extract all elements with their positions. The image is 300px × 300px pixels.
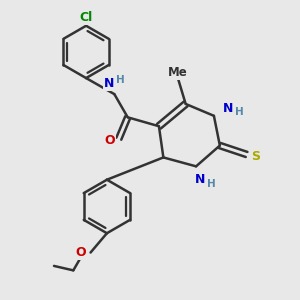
Text: H: H <box>235 107 244 117</box>
Text: N: N <box>223 102 233 115</box>
Text: S: S <box>251 150 260 163</box>
Text: O: O <box>104 134 115 147</box>
Text: Cl: Cl <box>80 11 93 24</box>
Text: H: H <box>207 178 215 189</box>
Text: N: N <box>104 77 114 90</box>
Text: N: N <box>194 173 205 186</box>
Text: O: O <box>76 246 86 259</box>
Text: Me: Me <box>168 66 188 79</box>
Text: H: H <box>116 75 125 85</box>
